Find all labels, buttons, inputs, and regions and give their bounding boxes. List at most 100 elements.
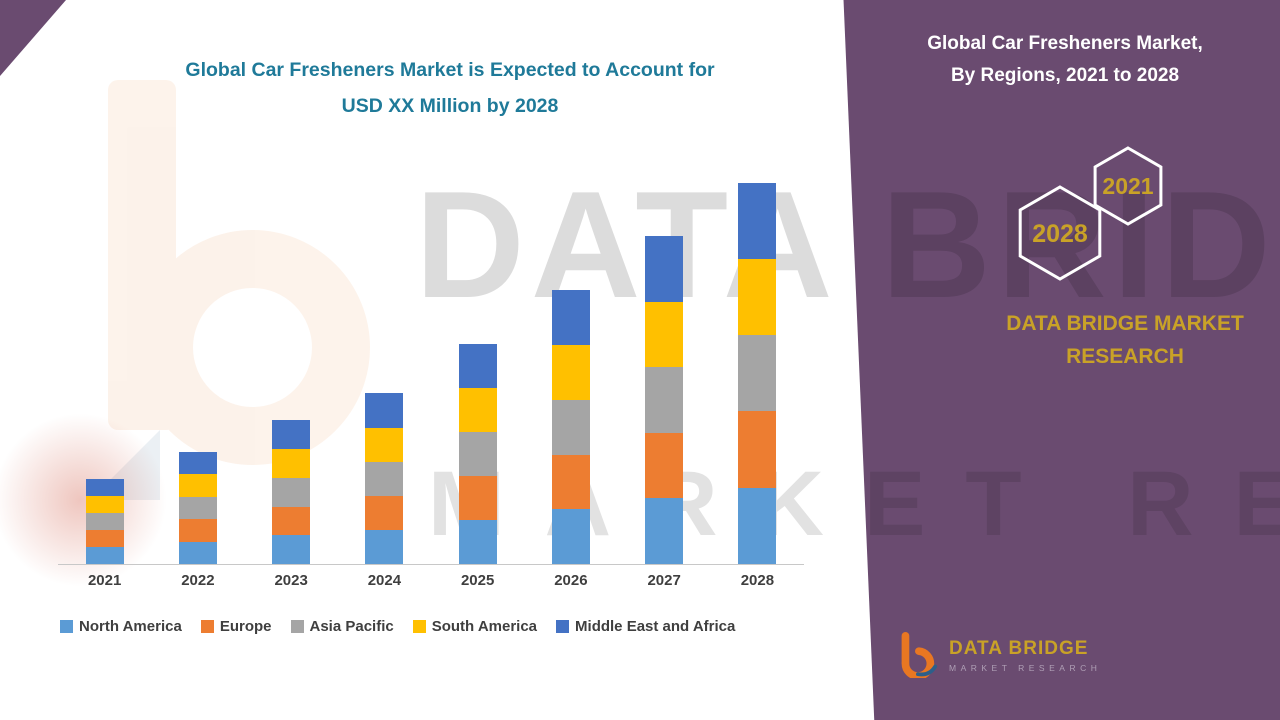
x-axis-label-2026: 2026 [554,572,588,589]
bar-segment-europe-2022 [178,519,217,542]
bar-segment-south-america-2022 [178,474,217,497]
stacked-bar-2024 [365,160,404,564]
bar-segment-south-america-2028 [738,258,777,336]
bar-segment-asia-pacific-2021 [85,512,124,530]
panel-title: Global Car Fresheners Market, By Regions… [880,28,1250,93]
chart-title: Global Car Fresheners Market is Expected… [110,52,790,124]
bar-segment-middle-east-and-africa-2025 [458,344,497,389]
bar-segment-middle-east-and-africa-2024 [365,393,404,428]
bar-segment-middle-east-and-africa-2026 [551,290,590,345]
bar-segment-south-america-2025 [458,388,497,433]
bar-column-2028 [711,160,804,564]
legend-swatch-middle-east-and-africa [556,620,570,633]
bar-column-2023 [245,160,338,564]
legend-swatch-south-america [412,620,426,633]
dbmr-logo-text: DATA BRIDGE MARKET RESEARCH [949,638,1101,673]
x-axis-label-2024: 2024 [367,572,402,589]
bar-segment-north-america-2022 [178,541,217,564]
bar-segment-europe-2023 [272,506,311,536]
x-axis-label-2027: 2027 [647,572,681,589]
bar-segment-europe-2024 [365,495,404,530]
x-axis-label-2023: 2023 [274,572,308,589]
hexagon-year-2028: 2028 [1032,220,1088,248]
bar-column-2021 [58,160,151,564]
dbmr-logo: DATA BRIDGE MARKET RESEARCH [893,632,1101,678]
bar-segment-europe-2025 [458,476,497,521]
chart-title-line1: Global Car Fresheners Market is Expected… [185,59,715,81]
bar-segment-asia-pacific-2022 [178,496,217,520]
legend-item-north-america: North America [60,618,182,635]
brand-line1: DATA BRIDGE MARKET [1006,312,1244,335]
hexagon-2028 [1018,185,1102,281]
legend-item-asia-pacific: Asia Pacific [290,618,394,635]
bar-segment-north-america-2026 [551,509,590,564]
x-axis-label-2021: 2021 [87,572,122,589]
stacked-bar-2023 [272,160,311,564]
bar-segment-middle-east-and-africa-2022 [178,451,217,475]
brand-line2: RESEARCH [1066,344,1184,368]
stacked-bar-2021 [85,160,124,564]
bar-segment-south-america-2023 [272,449,311,478]
x-axis-label-2022: 2022 [181,572,215,589]
legend-label-asia-pacific: Asia Pacific [309,618,394,635]
bar-column-2022 [151,160,244,564]
bar-segment-south-america-2027 [645,301,684,368]
stacked-bar-2028 [738,160,777,564]
legend-item-south-america: South America [412,618,538,635]
bar-segment-europe-2026 [551,454,590,510]
hexagon-year-2021: 2021 [1102,173,1153,199]
bar-segment-north-america-2027 [645,498,684,564]
legend-swatch-asia-pacific [290,620,304,633]
stacked-bar-2027 [645,160,684,564]
bar-segment-north-america-2024 [365,529,404,564]
dbmr-logo-mark [901,632,938,678]
x-axis-labels: 2021 2022 2023 2024 2025 2026 2027 2028 [58,572,804,589]
bar-segment-south-america-2026 [551,345,590,400]
bar-segment-south-america-2024 [365,427,404,462]
bar-segment-north-america-2025 [458,520,497,564]
panel-title-line1: Global Car Fresheners Market, [927,33,1203,54]
stacked-bar-2026 [551,160,590,564]
x-axis-label-2028: 2028 [740,572,775,589]
bar-segment-middle-east-and-africa-2028 [738,182,777,259]
bar-segment-asia-pacific-2027 [645,367,684,433]
x-axis-label-2025: 2025 [460,572,495,589]
panel-title-line2: By Regions, 2021 to 2028 [950,65,1180,87]
chart-title-line2: USD XX Million by 2028 [341,95,559,118]
bar-column-2027 [618,160,711,564]
bar-segment-asia-pacific-2025 [458,432,497,477]
stacked-bar-2022 [178,160,217,564]
bar-segment-asia-pacific-2028 [738,335,777,412]
watermark-logo [80,70,380,530]
red-glow-accent [0,410,170,590]
legend-label-europe: Europe [219,618,272,635]
bar-column-2026 [524,160,617,564]
legend-label-middle-east-and-africa: Middle East and Africa [575,618,736,635]
bar-segment-middle-east-and-africa-2021 [85,478,124,496]
legend-swatch-north-america [60,620,73,633]
logo-title: DATA BRIDGE [949,637,1089,659]
bar-segment-middle-east-and-africa-2027 [645,236,684,302]
legend-label-north-america: North America [79,618,182,635]
bar-column-2024 [338,160,431,564]
stacked-bar-plot [58,160,804,565]
legend-item-europe: Europe [200,618,272,635]
bar-segment-north-america-2021 [85,546,124,564]
bar-segment-europe-2027 [645,432,684,499]
chart-legend: North America Europe Asia Pacific South Ame… [60,618,735,635]
bar-segment-asia-pacific-2026 [551,399,590,455]
bar-segment-asia-pacific-2024 [365,461,404,496]
brand-name: DATA BRIDGE MARKET RESEARCH [955,308,1280,373]
stacked-bar-2025 [458,160,497,564]
bar-segment-north-america-2023 [272,535,311,564]
legend-swatch-europe [200,620,214,633]
bar-segment-middle-east-and-africa-2023 [272,420,311,450]
hexagon-2021 [1093,146,1163,226]
bar-segment-europe-2028 [738,411,777,488]
legend-item-middle-east-and-africa: Middle East and Africa [556,618,735,635]
bar-segment-asia-pacific-2023 [272,477,311,507]
bar-column-2025 [431,160,524,564]
legend-label-south-america: South America [431,618,538,635]
